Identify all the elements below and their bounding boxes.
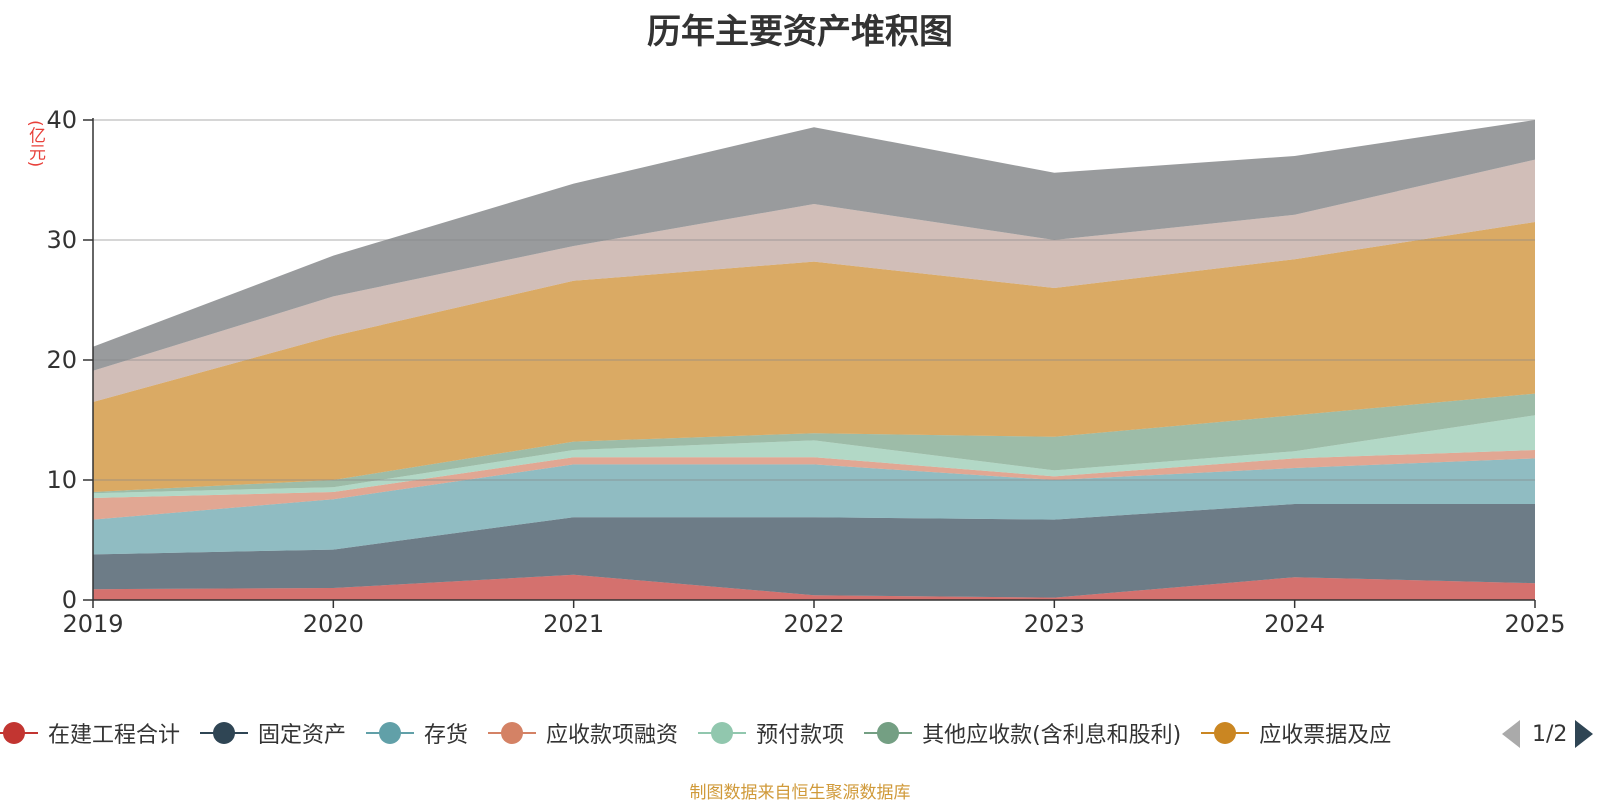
legend-marker-icon xyxy=(366,721,415,745)
area-series-4 xyxy=(93,415,1535,498)
area-series-1 xyxy=(93,504,1535,598)
y-tick-label-4: 40 xyxy=(46,106,77,134)
area-series-6 xyxy=(93,222,1535,492)
legend-marker-icon xyxy=(1201,721,1250,745)
legend-pager: 1/2 xyxy=(1496,716,1600,752)
y-axis-unit-label: (亿元) xyxy=(25,120,45,168)
y-tick-label-2: 20 xyxy=(46,346,77,374)
legend-item-2[interactable]: 存货 xyxy=(366,717,468,749)
x-tick-label-0: 2019 xyxy=(62,610,123,638)
legend-label: 存货 xyxy=(424,723,469,748)
legend-marker-icon xyxy=(0,721,38,745)
legend-label: 在建工程合计 xyxy=(48,723,181,748)
legend-item-4[interactable]: 预付款项 xyxy=(698,717,844,749)
legend-label: 其他应收款(含利息和股利) xyxy=(922,723,1182,748)
x-tick-label-5: 2024 xyxy=(1264,610,1325,638)
area-series-0 xyxy=(93,574,1535,600)
x-tick-label-3: 2022 xyxy=(783,610,844,638)
legend-marker-icon xyxy=(864,721,913,745)
legend-marker-icon xyxy=(488,721,537,745)
area-series-8 xyxy=(93,120,1535,371)
chart-legend: 在建工程合计 固定资产 存货 应收款项融资 预付款项 其他应收款(含利息和股利) 应收票据及… xyxy=(0,713,1600,753)
legend-page-indicator: 1/2 xyxy=(1532,721,1568,747)
legend-item-5[interactable]: 其他应收款(含利息和股利) xyxy=(864,717,1181,749)
x-tick-label-2: 2021 xyxy=(543,610,604,638)
legend-item-1[interactable]: 固定资产 xyxy=(200,717,346,749)
legend-item-3[interactable]: 应收款项融资 xyxy=(488,717,678,749)
x-tick-label-6: 2025 xyxy=(1504,610,1565,638)
legend-marker-icon xyxy=(698,721,747,745)
y-tick-label-0: 0 xyxy=(62,586,77,614)
stacked-area-chart: 0 10 20 30 40 2019 2020 2021 2022 2023 2024 2025 xyxy=(46,106,1565,638)
legend-item-6[interactable]: 应收票据及应 xyxy=(1201,717,1396,749)
legend-label: 预付款项 xyxy=(756,723,845,748)
area-series-7 xyxy=(93,159,1535,402)
legend-prev-page-icon[interactable] xyxy=(1502,720,1520,748)
legend-item-0[interactable]: 在建工程合计 xyxy=(0,717,180,749)
legend-marker-icon xyxy=(200,721,249,745)
x-tick-label-4: 2023 xyxy=(1024,610,1085,638)
chart-title: 历年主要资产堆积图 xyxy=(647,12,953,52)
area-series-5 xyxy=(93,393,1535,494)
x-tick-label-1: 2020 xyxy=(303,610,364,638)
area-series-2 xyxy=(93,458,1535,555)
y-tick-label-1: 10 xyxy=(46,466,77,494)
legend-label: 应收票据及应 xyxy=(1259,723,1392,748)
data-source-note: 制图数据来自恒生聚源数据库 xyxy=(689,783,911,803)
legend-label: 应收款项融资 xyxy=(546,723,679,748)
legend-label: 固定资产 xyxy=(258,723,347,748)
y-tick-label-3: 30 xyxy=(46,226,77,254)
legend-next-page-icon[interactable] xyxy=(1575,720,1594,748)
